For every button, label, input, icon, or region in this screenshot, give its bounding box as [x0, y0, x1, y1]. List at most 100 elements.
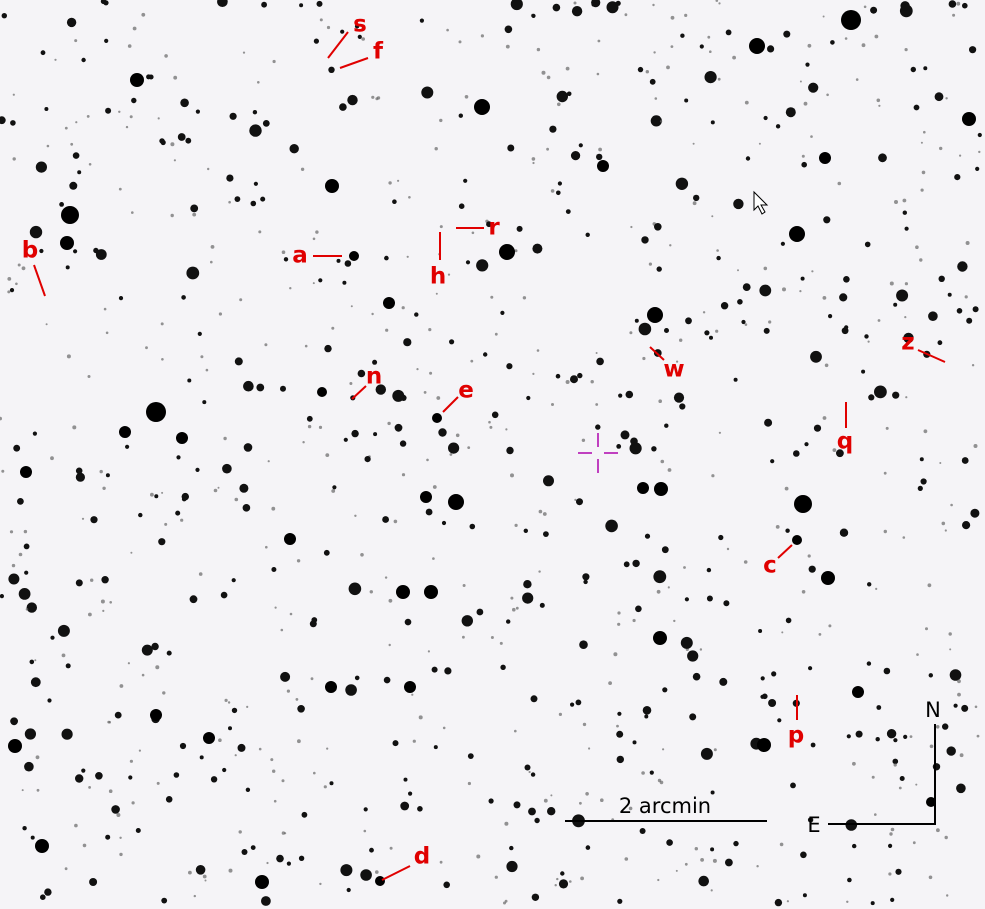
star	[719, 677, 728, 686]
star	[649, 78, 656, 85]
star	[371, 95, 375, 99]
star	[372, 359, 378, 365]
star	[289, 287, 292, 290]
star	[313, 38, 319, 44]
star	[250, 845, 256, 850]
star	[947, 292, 952, 297]
star	[641, 771, 645, 775]
star	[257, 81, 260, 84]
star	[185, 137, 192, 144]
star	[952, 13, 956, 17]
star	[920, 141, 923, 144]
star	[618, 393, 623, 398]
star	[514, 249, 518, 253]
star	[464, 95, 469, 99]
star	[90, 578, 94, 582]
star	[158, 538, 166, 546]
star	[418, 715, 423, 720]
star	[580, 876, 584, 881]
star	[65, 663, 71, 669]
star	[239, 483, 249, 493]
star	[131, 211, 134, 214]
star	[741, 319, 746, 325]
star	[173, 772, 180, 778]
star	[192, 212, 197, 217]
star	[818, 633, 822, 636]
star	[538, 509, 543, 514]
marker-label: e	[458, 378, 474, 404]
star	[307, 424, 312, 429]
star	[710, 889, 713, 892]
star	[709, 50, 712, 53]
star	[978, 150, 981, 154]
star	[623, 561, 630, 568]
star	[802, 893, 807, 898]
star	[923, 130, 926, 134]
star	[673, 392, 685, 403]
star	[733, 840, 739, 847]
star	[111, 805, 120, 814]
star	[471, 231, 475, 235]
star	[510, 0, 523, 11]
star	[801, 590, 806, 594]
star	[935, 725, 940, 729]
star	[582, 573, 590, 581]
star	[528, 770, 531, 774]
star	[759, 284, 772, 297]
star	[490, 295, 494, 299]
star	[767, 45, 775, 53]
star	[343, 437, 348, 442]
star	[743, 560, 748, 564]
star	[375, 384, 386, 395]
star	[828, 314, 833, 319]
star	[893, 763, 897, 767]
star	[57, 624, 70, 637]
star	[641, 236, 649, 244]
star	[87, 375, 91, 378]
star	[449, 453, 453, 456]
star	[902, 198, 907, 203]
star	[328, 66, 335, 74]
star	[165, 796, 173, 803]
marker-label: c	[763, 553, 777, 579]
star	[667, 468, 672, 472]
star	[577, 372, 583, 379]
star	[323, 549, 330, 556]
star	[256, 383, 265, 392]
star	[39, 248, 44, 254]
star	[82, 843, 87, 848]
star	[948, 0, 957, 8]
bright-star	[424, 585, 438, 599]
star	[141, 644, 153, 656]
star	[786, 900, 790, 903]
star	[692, 672, 701, 681]
star	[342, 280, 347, 285]
star	[762, 693, 768, 700]
star	[878, 104, 881, 107]
star	[530, 772, 536, 777]
star	[771, 671, 777, 677]
star	[870, 901, 875, 906]
bright-star	[794, 495, 812, 513]
star	[959, 154, 962, 157]
marker-pointer	[339, 57, 369, 69]
star	[125, 125, 129, 129]
star	[824, 363, 829, 368]
star	[462, 584, 466, 587]
star	[483, 352, 488, 357]
star	[571, 6, 583, 17]
star	[632, 740, 637, 745]
star	[799, 80, 802, 83]
star	[8, 573, 20, 585]
star	[438, 428, 447, 437]
bright-star	[349, 251, 359, 261]
star	[763, 115, 768, 121]
star	[72, 152, 80, 159]
star	[585, 792, 589, 796]
star	[624, 13, 628, 17]
star	[866, 661, 872, 666]
star	[946, 746, 956, 756]
star	[944, 835, 948, 840]
star	[75, 472, 85, 482]
star	[687, 650, 699, 662]
